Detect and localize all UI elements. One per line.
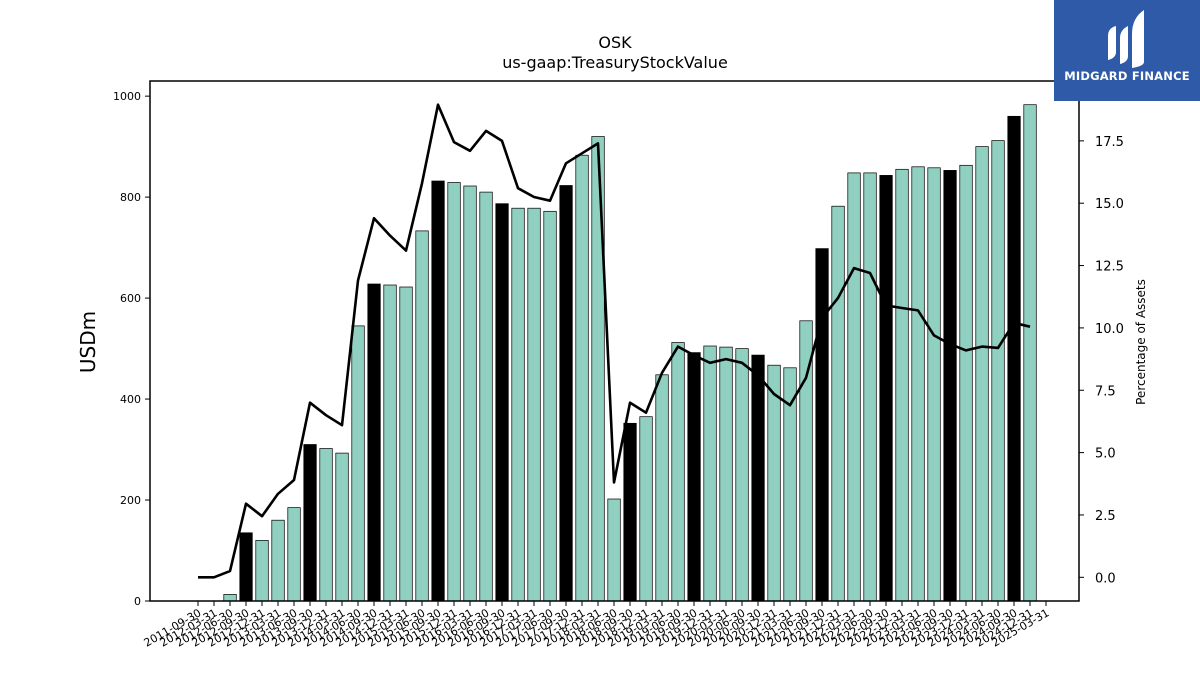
bar-2023-06-30 — [927, 167, 941, 602]
bar-2014-06-30 — [351, 325, 365, 602]
bar-2018-09-30 — [623, 422, 637, 602]
bar-2021-09-30 — [815, 248, 829, 602]
bar-2024-09-30 — [1007, 115, 1021, 602]
bar-2013-06-30 — [287, 507, 301, 602]
bar-2024-12-31 — [1023, 104, 1037, 602]
y2-tick-label: 15.0 — [1095, 197, 1124, 212]
plot-area — [198, 103, 1037, 602]
y-tick-label: 600 — [120, 292, 141, 305]
bar-2020-09-30 — [751, 354, 765, 602]
brand-logo: MIDGARD FINANCE — [1054, 0, 1200, 101]
bar-2012-12-31 — [255, 540, 269, 602]
y2-tick-label: 12.5 — [1095, 260, 1124, 275]
bar-2024-03-31 — [975, 146, 989, 602]
bar-2019-09-30 — [687, 352, 701, 602]
chart-title: OSK — [598, 33, 632, 52]
bar-2016-06-30 — [479, 191, 493, 602]
bar-2015-09-30 — [431, 180, 445, 602]
bar-2016-09-30 — [495, 203, 509, 602]
y-axis-label: USDm — [76, 311, 100, 373]
bar-2018-03-31 — [591, 136, 605, 602]
bar-2017-12-31 — [575, 154, 589, 602]
logo-text: MIDGARD FINANCE — [1064, 69, 1190, 83]
bar-2015-12-31 — [447, 182, 461, 602]
bar-2017-09-30 — [559, 185, 573, 602]
bar-2014-09-30 — [367, 283, 381, 602]
bar-2019-06-30 — [671, 342, 685, 602]
bar-2015-03-31 — [399, 286, 413, 602]
y2-tick-label: 0.0 — [1095, 571, 1116, 586]
y2-axis-label: Percentage of Assets — [1134, 279, 1148, 405]
bar-2020-06-30 — [735, 348, 749, 602]
bar-2015-06-30 — [415, 230, 429, 602]
y-tick-label: 800 — [120, 191, 141, 204]
bar-2020-03-31 — [719, 346, 733, 602]
y2-tick-label: 17.5 — [1095, 135, 1124, 150]
bar-2016-03-31 — [463, 185, 477, 602]
y2-tick-label: 10.0 — [1095, 322, 1124, 337]
bar-2023-09-30 — [943, 170, 957, 602]
y2-tick-label: 5.0 — [1095, 447, 1116, 462]
bar-2012-09-30 — [239, 532, 253, 602]
bar-2018-12-31 — [639, 416, 653, 602]
bar-2014-03-31 — [335, 452, 349, 602]
bar-2022-12-31 — [895, 168, 909, 602]
bar-2022-09-30 — [879, 175, 893, 602]
bar-2014-12-31 — [383, 284, 397, 602]
chart-subtitle: us-gaap:TreasuryStockValue — [502, 53, 728, 72]
bar-2013-03-31 — [271, 519, 285, 602]
bar-2013-09-30 — [303, 444, 317, 602]
y2-tick-label: 2.5 — [1095, 509, 1116, 524]
bar-2019-03-31 — [655, 374, 669, 602]
bar-2018-06-30 — [607, 498, 621, 602]
y2-tick-label: 7.5 — [1095, 384, 1116, 399]
bar-2023-12-31 — [959, 164, 973, 602]
percentage-line — [198, 103, 1031, 579]
bar-2022-03-31 — [847, 172, 861, 602]
y-tick-label: 400 — [120, 393, 141, 406]
bar-2019-12-31 — [703, 345, 717, 602]
bar-2012-03-31 — [223, 594, 237, 602]
bar-2024-06-30 — [991, 140, 1005, 602]
y-tick-label: 1000 — [113, 90, 141, 103]
bar-2013-12-31 — [319, 448, 333, 602]
bar-2017-06-30 — [543, 210, 557, 602]
bar-2022-06-30 — [863, 172, 877, 602]
bar-2021-12-31 — [831, 205, 845, 602]
bar-2017-03-31 — [527, 207, 541, 602]
bar-2023-03-31 — [911, 166, 925, 602]
logo-mark-icon — [1108, 10, 1144, 68]
y-tick-label: 200 — [120, 494, 141, 507]
bar-2020-12-31 — [767, 364, 781, 602]
bar-2016-12-31 — [511, 207, 525, 602]
y-tick-label: 0 — [134, 595, 141, 608]
